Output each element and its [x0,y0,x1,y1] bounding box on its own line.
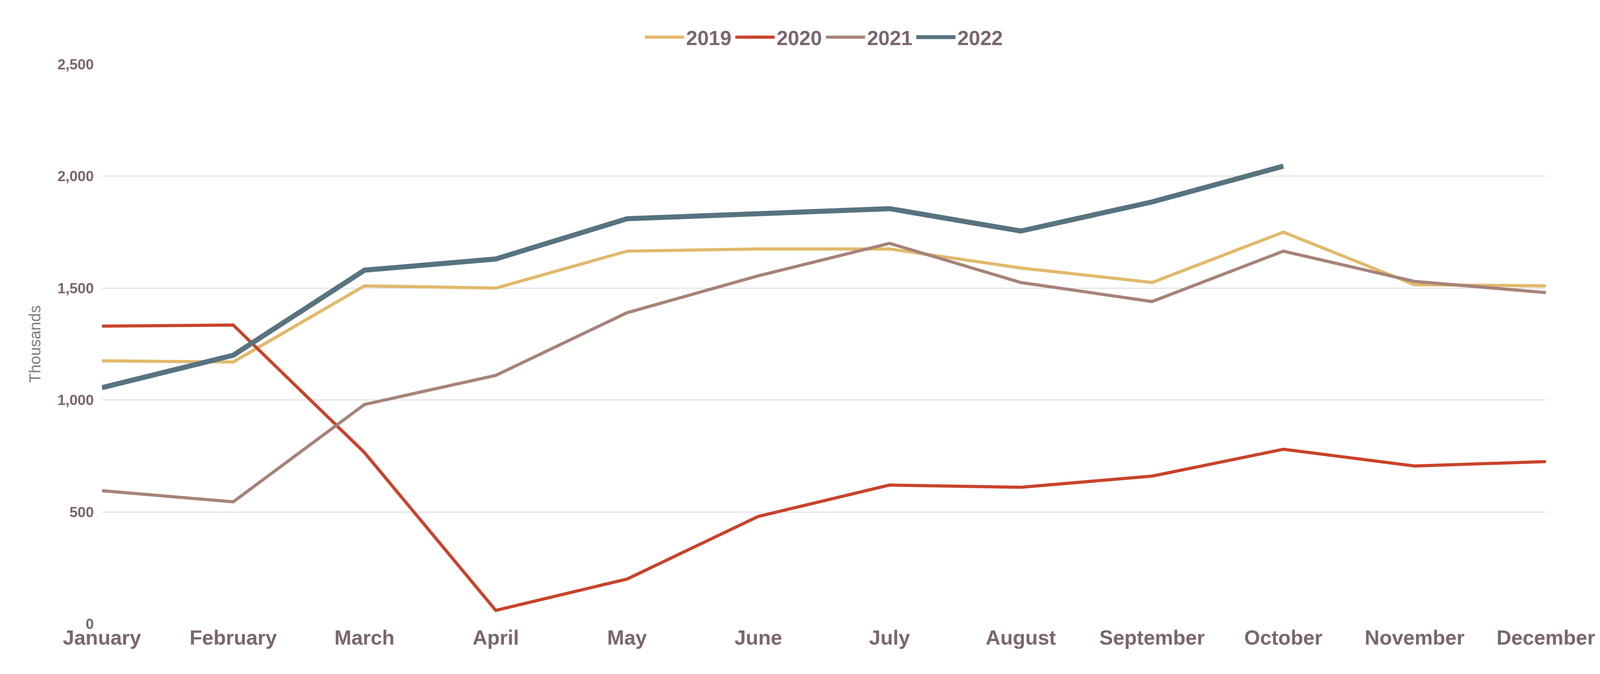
svg-text:2020: 2020 [776,26,822,50]
svg-text:March: March [334,626,395,650]
svg-text:April: April [472,626,519,650]
svg-text:1,500: 1,500 [57,280,94,297]
svg-text:2021: 2021 [867,26,913,50]
svg-text:January: January [62,626,142,650]
svg-text:2,500: 2,500 [57,56,94,73]
svg-text:0: 0 [85,616,94,633]
svg-text:500: 500 [69,504,94,521]
svg-text:1,000: 1,000 [57,392,94,409]
svg-text:July: July [869,626,910,650]
svg-text:November: November [1364,626,1465,650]
svg-text:September: September [1099,626,1205,650]
svg-text:June: June [734,626,782,650]
svg-text:December: December [1496,626,1595,650]
svg-text:Thousands: Thousands [26,305,44,384]
svg-text:2,000: 2,000 [57,168,94,185]
svg-text:2022: 2022 [957,26,1004,50]
svg-text:2019: 2019 [686,26,732,50]
svg-text:October: October [1244,626,1323,650]
svg-text:May: May [607,626,647,650]
svg-text:February: February [189,626,277,650]
svg-text:August: August [985,626,1057,650]
